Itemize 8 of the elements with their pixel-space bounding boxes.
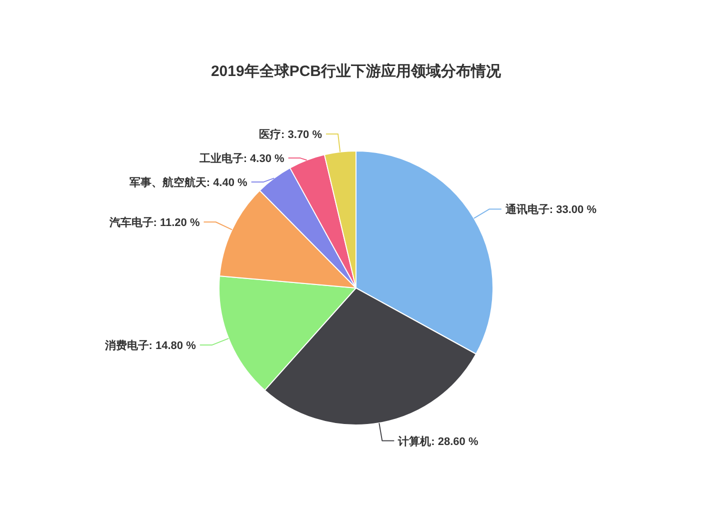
slice-label: 计算机: 28.60 % [397,434,478,448]
slice-label: 消费电子: 14.80 % [104,339,196,352]
slice-label: 医疗: 3.70 % [259,128,322,142]
slice-label: 军事、航空航天: 4.40 % [129,176,248,190]
chart-title: 2019年全球PCB行业下游应用领域分布情况 [210,62,502,80]
slice-label: 通讯电子: 33.00 % [504,203,597,216]
slice-label: 汽车电子: 11.20 % [108,216,200,230]
slice-label: 工业电子: 4.30 % [198,152,285,166]
